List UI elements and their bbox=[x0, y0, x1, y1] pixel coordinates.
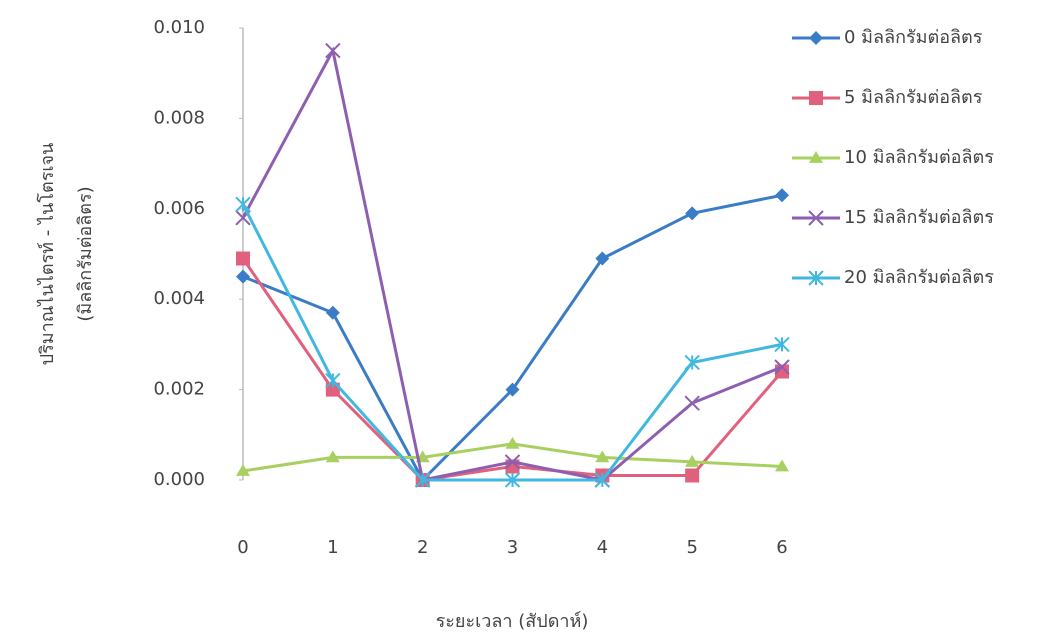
x-tick-label: 0 bbox=[237, 537, 248, 558]
line bbox=[241, 46, 783, 482]
marker bbox=[236, 251, 250, 266]
y-tick-label: 0.000 bbox=[153, 469, 205, 490]
marker bbox=[236, 463, 250, 476]
marker bbox=[774, 359, 790, 375]
legend-marker bbox=[809, 91, 823, 105]
x-tick-label: 2 bbox=[417, 537, 428, 558]
marker bbox=[684, 395, 700, 411]
legend-marker bbox=[809, 151, 823, 163]
marker bbox=[504, 472, 521, 488]
y-axis-title: (มิลลิกรัมต่อลิตร) bbox=[75, 186, 96, 321]
marker bbox=[325, 372, 341, 389]
marker bbox=[504, 454, 521, 470]
legend-marker bbox=[808, 270, 824, 286]
x-tick-label: 4 bbox=[597, 537, 608, 558]
marker bbox=[595, 450, 610, 463]
marker bbox=[235, 196, 251, 212]
marker bbox=[775, 188, 789, 203]
marker bbox=[595, 251, 610, 266]
marker bbox=[325, 305, 340, 320]
y-axis-title: ปริมาณไนไตรท์ - ไนโตรเจน bbox=[36, 143, 58, 366]
x-tick-label: 6 bbox=[776, 537, 787, 558]
marker bbox=[505, 436, 520, 449]
y-tick-label: 0.008 bbox=[153, 107, 205, 128]
legend-label: 5 มิลลิกรัมต่อลิตร bbox=[844, 87, 983, 108]
marker bbox=[505, 382, 520, 397]
legend-label: 20 มิลลิกรัมต่อลิตร bbox=[844, 267, 994, 288]
marker bbox=[685, 454, 700, 467]
marker bbox=[325, 450, 340, 463]
x-axis-title: ระยะเวลา (สัปดาห์) bbox=[436, 611, 589, 632]
x-tick-label: 1 bbox=[327, 537, 338, 558]
legend-label: 0 มิลลิกรัมต่อลิตร bbox=[844, 27, 983, 48]
marker bbox=[236, 269, 250, 284]
x-tick-label: 3 bbox=[507, 537, 518, 558]
marker bbox=[684, 354, 700, 371]
legend-marker bbox=[809, 31, 823, 45]
legend-label: 15 มิลลิกรัมต่อลิตร bbox=[844, 207, 994, 228]
y-tick-label: 0.010 bbox=[153, 17, 205, 38]
y-tick-label: 0.004 bbox=[153, 288, 205, 309]
legend-label: 10 มิลลิกรัมต่อลิตร bbox=[844, 147, 994, 168]
marker bbox=[775, 459, 789, 472]
marker bbox=[685, 468, 700, 483]
y-tick-label: 0.002 bbox=[153, 379, 205, 400]
legend-marker bbox=[808, 210, 824, 226]
marker bbox=[685, 206, 700, 221]
marker bbox=[774, 336, 790, 353]
marker bbox=[594, 472, 611, 488]
marker bbox=[325, 42, 341, 59]
marker bbox=[414, 472, 431, 488]
y-tick-label: 0.006 bbox=[153, 198, 205, 219]
x-tick-label: 5 bbox=[686, 537, 697, 558]
